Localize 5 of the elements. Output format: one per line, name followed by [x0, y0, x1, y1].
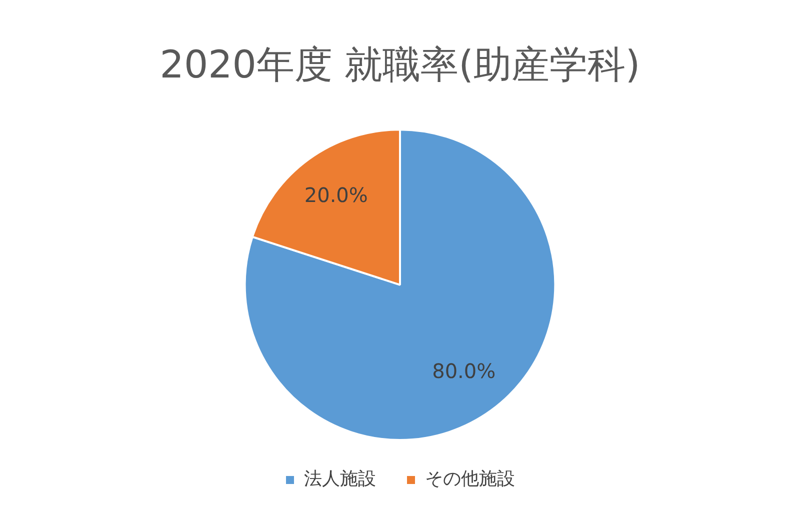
- legend-label: 法人施設: [304, 468, 376, 490]
- data-label: 20.0%: [304, 183, 368, 208]
- legend-label: その他施設: [425, 468, 515, 490]
- data-label: 80.0%: [432, 358, 496, 383]
- chart-title: 2020年度 就職率(助産学科): [160, 42, 640, 87]
